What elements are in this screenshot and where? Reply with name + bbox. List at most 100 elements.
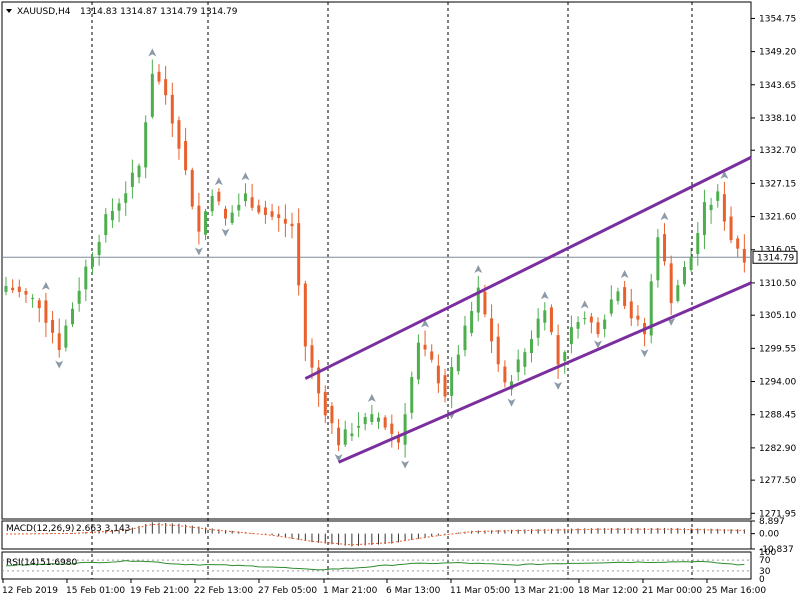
x-tick-label: 25 Mar 16:00 [706,586,766,596]
candle-body [456,354,460,372]
triangle-down-icon[interactable] [6,9,12,13]
x-tick-label: 1 Mar 21:00 [323,586,378,596]
candlesticks[interactable] [4,59,746,458]
candle-body [4,286,8,292]
candle-body [230,212,234,223]
candle-body [603,319,607,329]
candle-body [476,287,480,313]
candle-body [443,375,447,397]
fractal-up-icon [41,281,50,290]
candle-body [170,94,174,124]
channel-lower-line[interactable] [337,281,752,464]
candle-body [137,165,141,178]
frames [1,1,755,583]
candle-body [110,210,114,221]
candle-body [190,169,194,207]
candle-body [529,339,533,354]
candle-body [403,414,407,445]
chart-header: XAUUSD,H4 1314.83 1314.87 1314.79 1314.7… [6,7,238,17]
candle-body [71,308,75,325]
candle-body [283,218,287,224]
y-tick-label: 1354.75 [759,14,796,24]
channel-upper-line[interactable] [304,156,752,380]
x-tick-label: 13 Mar 21:00 [514,586,574,596]
candle-body [297,223,301,286]
candle-body [290,223,294,227]
x-tick-label: 19 Feb 21:00 [130,586,189,596]
candle-body [77,290,81,304]
y-tick-label: 1343.65 [759,81,796,91]
y-tick-label: 1282.90 [759,444,796,454]
candle-body [317,367,321,394]
macd-y-tick-label: 8.897 [759,517,785,527]
candle-body [370,414,374,422]
candle-body [722,194,726,222]
fractal-down-icon [554,381,563,390]
candle-body [184,141,188,171]
rsi-value: 51.6980 [40,558,77,568]
x-tick-label: 15 Feb 01:00 [66,586,125,596]
candle-body [490,318,494,342]
candle-body [689,256,693,270]
candle-body [337,427,341,446]
macd-title: MACD(12,26,9) [6,524,74,534]
fractal-up-icon [620,270,629,279]
candle-body [330,405,334,424]
candle-body [383,417,387,428]
fractal-up-icon [214,177,223,186]
y-tick-label: 1349.20 [759,48,796,58]
y-tick-label: 1338.10 [759,114,796,124]
candle-body [396,436,400,443]
candle-body [217,191,221,202]
fractal-up-icon [660,212,669,221]
candle-body [563,352,567,361]
y-tick-label: 1310.50 [759,279,796,289]
candle-body [11,287,15,291]
fractal-down-icon [334,454,343,463]
candle-body [483,291,487,315]
fractal-up-icon [720,170,729,179]
candle-body [609,299,613,314]
candle-body [463,325,467,351]
candle-body [669,263,673,304]
candle-body [44,300,48,323]
candle-body [556,335,560,365]
candle-body [596,322,600,335]
candle-body [343,429,347,445]
y-tick-label: 1332.70 [759,146,796,156]
candle-body [243,193,247,202]
candle-body [423,344,427,350]
candle-body [576,322,580,329]
macd-histogram [5,522,745,547]
price-channel[interactable] [304,156,752,464]
candle-body [224,208,228,219]
candle-body [470,311,474,333]
candle-body [57,333,61,351]
candle-body [303,283,307,347]
candle-body [390,423,394,434]
fractal-up-icon [580,300,589,309]
current-price-value: 1314.79 [757,253,794,263]
candle-body [696,233,700,254]
candle-body [523,352,527,367]
candle-body [263,207,267,215]
candle-body [104,214,108,236]
fractal-up-icon [367,393,376,402]
rsi-y-tick-label: 30 [759,567,771,577]
candle-body [270,211,274,217]
fractal-down-icon [594,340,603,349]
x-tick-label: 6 Mar 13:00 [386,586,441,596]
candle-body [682,267,686,285]
candle-body [150,73,154,117]
candle-body [709,204,713,211]
candle-body [742,248,746,263]
candle-body [37,300,41,309]
macd-y-tick-label: 0.00 [759,530,779,540]
candle-body [31,297,35,299]
y-tick-label: 1327.15 [759,179,796,189]
candle-body [197,205,201,232]
y-tick-label: 1277.50 [759,476,796,486]
ohlc-readout: 1314.83 1314.87 1314.79 1314.79 [80,7,238,17]
candle-body [250,197,254,208]
